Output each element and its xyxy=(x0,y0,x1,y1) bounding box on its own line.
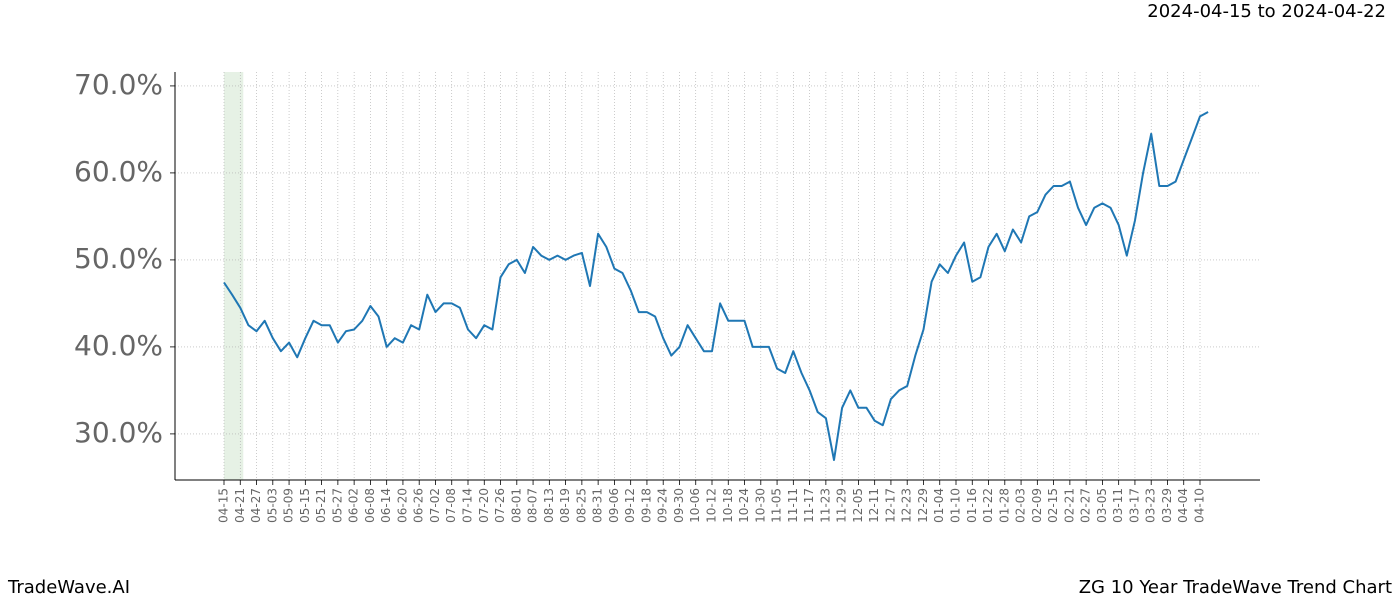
x-tick-label: 04-27 xyxy=(249,488,263,523)
x-tick-label: 08-25 xyxy=(574,488,588,523)
x-tick-label: 10-30 xyxy=(753,488,767,523)
x-tick-label: 09-12 xyxy=(623,488,637,523)
x-tick-label: 04-21 xyxy=(233,488,247,523)
x-tick-label: 09-30 xyxy=(672,488,686,523)
x-tick-label: 01-22 xyxy=(981,488,995,523)
y-tick-label: 30.0% xyxy=(74,416,163,449)
x-tick-label: 04-10 xyxy=(1193,488,1207,523)
x-tick-label: 03-23 xyxy=(1144,488,1158,523)
x-tick-label: 07-08 xyxy=(444,488,458,523)
highlight-span xyxy=(224,72,244,480)
chart-title: ZG 10 Year TradeWave Trend Chart xyxy=(1079,577,1392,598)
x-tick-label: 10-24 xyxy=(737,488,751,523)
x-tick-label: 02-09 xyxy=(1030,488,1044,523)
x-tick-label: 08-31 xyxy=(591,488,605,523)
trend-line xyxy=(223,111,1209,461)
y-tick-label: 60.0% xyxy=(74,155,163,188)
x-tick-label: 10-12 xyxy=(705,488,719,523)
x-tick-label: 06-26 xyxy=(412,488,426,523)
x-tick-label: 11-17 xyxy=(802,488,816,523)
x-tick-label: 11-29 xyxy=(835,488,849,523)
x-tick-label: 07-26 xyxy=(493,488,507,523)
x-tick-label: 11-05 xyxy=(770,488,784,523)
x-tick-label: 01-10 xyxy=(949,488,963,523)
x-tick-label: 12-05 xyxy=(851,488,865,523)
x-tick-label: 08-07 xyxy=(526,488,540,523)
x-tick-label: 12-23 xyxy=(900,488,914,523)
x-tick-label: 04-04 xyxy=(1176,488,1190,523)
x-tick-label: 08-13 xyxy=(542,488,556,523)
x-tick-label: 10-18 xyxy=(721,488,735,523)
y-tick-label: 50.0% xyxy=(74,242,163,275)
x-tick-label: 02-27 xyxy=(1079,488,1093,523)
x-tick-label: 10-06 xyxy=(688,488,702,523)
x-tick-label: 06-08 xyxy=(363,488,377,523)
x-tick-label: 12-29 xyxy=(916,488,930,523)
x-tick-label: 01-28 xyxy=(997,488,1011,523)
x-tick-label: 11-23 xyxy=(818,488,832,523)
x-tick-label: 03-11 xyxy=(1111,488,1125,523)
brand: TradeWave.AI xyxy=(7,577,130,598)
x-tick-label: 12-11 xyxy=(867,488,881,523)
x-tick-label: 08-01 xyxy=(509,488,523,523)
x-tick-label: 04-15 xyxy=(217,488,231,523)
x-tick-label: 02-03 xyxy=(1014,488,1028,523)
x-tick-label: 01-04 xyxy=(932,488,946,523)
x-tick-label: 03-17 xyxy=(1127,488,1141,523)
x-tick-label: 06-20 xyxy=(395,488,409,523)
x-tick-label: 09-18 xyxy=(639,488,653,523)
x-tick-label: 08-19 xyxy=(558,488,572,523)
x-tick-label: 05-15 xyxy=(298,488,312,523)
x-tick-label: 07-20 xyxy=(477,488,491,523)
y-tick-label: 40.0% xyxy=(74,329,163,362)
x-tick-label: 03-05 xyxy=(1095,488,1109,523)
x-tick-label: 05-09 xyxy=(282,488,296,523)
x-tick-label: 02-21 xyxy=(1062,488,1076,523)
date-range: 2024-04-15 to 2024-04-22 xyxy=(1147,1,1386,22)
x-tick-label: 07-14 xyxy=(461,488,475,523)
x-tick-label: 06-14 xyxy=(379,488,393,523)
x-tick-label: 06-02 xyxy=(347,488,361,523)
x-tick-label: 09-24 xyxy=(656,488,670,523)
x-tick-label: 05-03 xyxy=(265,488,279,523)
x-tick-label: 09-06 xyxy=(607,488,621,523)
x-tick-label: 07-02 xyxy=(428,488,442,523)
x-tick-label: 01-16 xyxy=(965,488,979,523)
x-tick-label: 11-11 xyxy=(786,488,800,523)
y-tick-label: 70.0% xyxy=(74,68,163,101)
x-tick-label: 05-27 xyxy=(330,488,344,523)
x-tick-label: 03-29 xyxy=(1160,488,1174,523)
x-tick-label: 02-15 xyxy=(1046,488,1060,523)
x-tick-label: 05-21 xyxy=(314,488,328,523)
x-tick-label: 12-17 xyxy=(883,488,897,523)
